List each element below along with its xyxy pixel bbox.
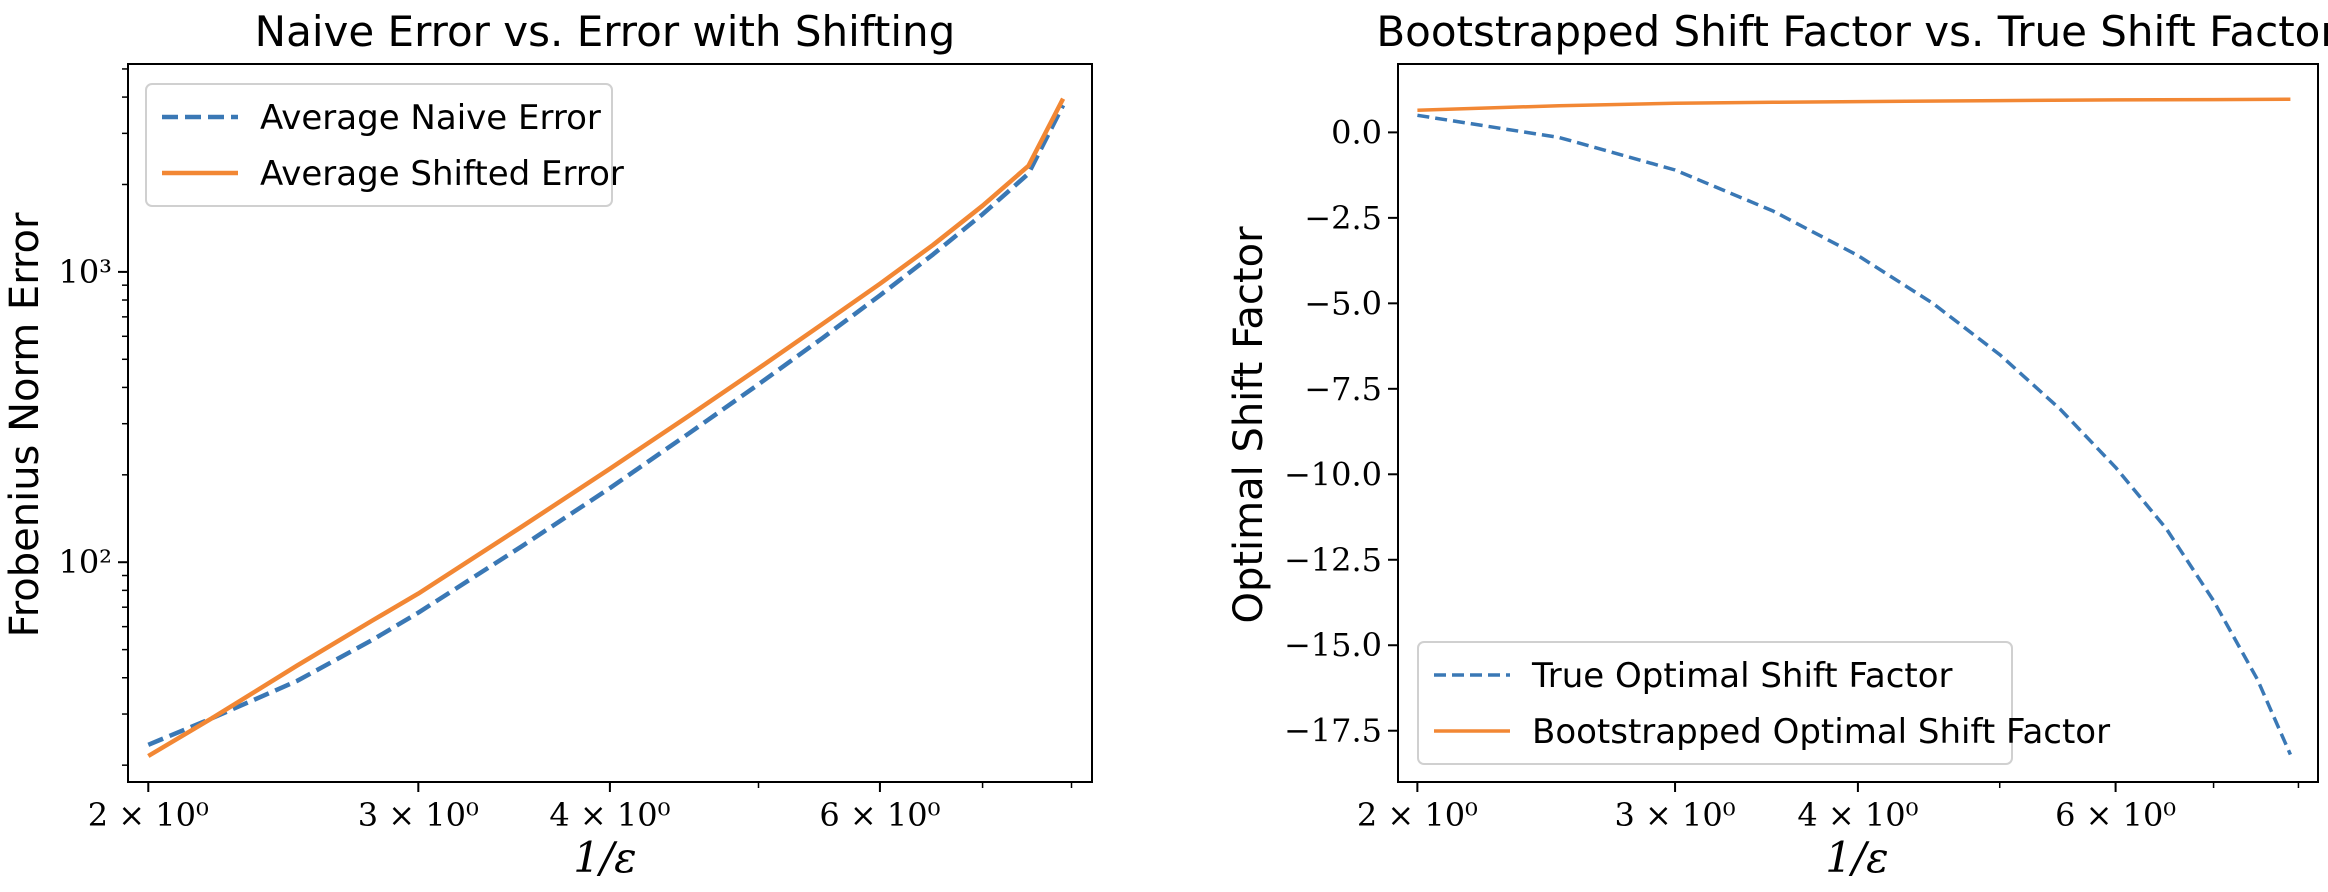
series-line-solid [147,97,1066,758]
plot-frame [127,63,1093,783]
legend: Average Naive Error Average Shifted Error [145,83,624,207]
y-tick-label: −12.5 [1284,541,1382,579]
y-axis-label: Optimal Shift Factor [1226,226,1272,624]
y-tick-label: −15.0 [1284,626,1382,664]
series-line-dashed [1417,113,2293,756]
x-axis-label: 1/ε [573,833,636,882]
x-tick-label: 2 × 10⁰ [1357,796,1478,834]
legend-label: Bootstrapped Optimal Shift Factor [1532,712,2110,752]
x-axis-label: 1/ε [1825,833,1888,882]
y-tick-label: 10² [58,543,112,581]
chart-title: Bootstrapped Shift Factor vs. True Shift… [1376,7,2328,56]
x-tick-label: 4 × 10⁰ [549,796,670,834]
legend-label: Average Shifted Error [260,154,624,194]
legend: True Optimal Shift Factor Bootstrapped Op… [1417,641,2110,765]
y-tick-label: −5.0 [1304,284,1382,322]
legend-box [145,83,613,207]
y-tick-label: 0.0 [1331,113,1382,151]
y-axis-label: Frobenius Norm Error [2,212,48,637]
y-tick-label: −17.5 [1284,712,1382,750]
y-tick-label: −2.5 [1304,199,1382,237]
plot-frame [1397,63,2319,783]
y-tick-label: 10³ [58,253,112,291]
x-tick-label: 6 × 10⁰ [2055,796,2176,834]
chart-title: Naive Error vs. Error with Shifting [255,7,956,56]
x-tick-label: 3 × 10⁰ [358,796,479,834]
x-tick-label: 6 × 10⁰ [819,796,940,834]
x-tick-label: 2 × 10⁰ [88,796,209,834]
x-tick-label: 4 × 10⁰ [1797,796,1918,834]
series-line-dashed [147,104,1066,747]
series-line-solid [1417,97,2291,112]
x-tick-label: 3 × 10⁰ [1615,796,1736,834]
chart-error-comparison: Naive Error vs. Error with Shifting Frob… [2,7,1093,882]
legend-label: Average Naive Error [260,98,601,138]
legend-label: True Optimal Shift Factor [1531,656,1953,696]
y-tick-label: −10.0 [1284,455,1382,493]
legend-box [1417,641,2013,765]
chart-shift-factor: Bootstrapped Shift Factor vs. True Shift… [1226,7,2328,882]
y-tick-label: −7.5 [1304,370,1382,408]
